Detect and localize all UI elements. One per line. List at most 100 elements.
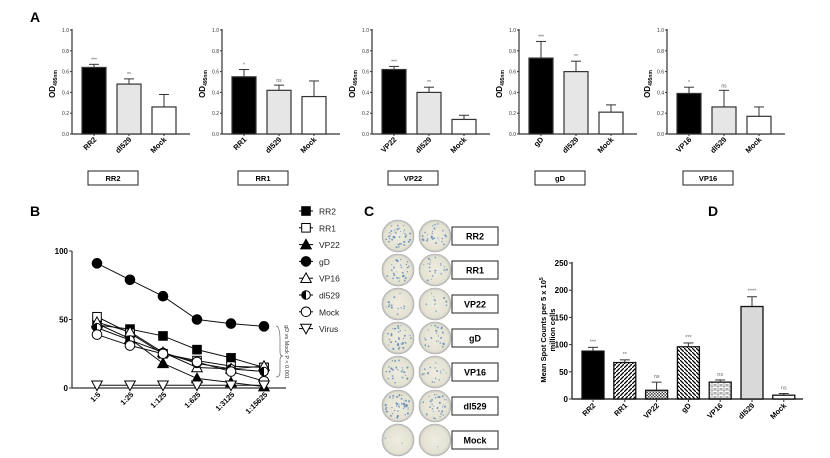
y-tick-label: 0.2 [362, 111, 369, 117]
spot [394, 360, 397, 362]
spot [439, 342, 442, 344]
bar-dl529 [711, 106, 737, 135]
spot [443, 269, 445, 271]
well [381, 287, 415, 321]
spot [392, 272, 395, 275]
spot [433, 296, 435, 298]
spot [384, 437, 386, 439]
spot [394, 327, 397, 330]
significance-label: * [243, 63, 245, 69]
well [381, 219, 415, 253]
spot [445, 235, 448, 238]
x-tick-label: 1:5 [88, 390, 102, 404]
spot [392, 397, 394, 399]
y-tick-label: 0.4 [657, 90, 664, 96]
spot [386, 275, 389, 277]
bar-dl529 [563, 70, 589, 135]
spot [388, 303, 391, 305]
spot [446, 268, 448, 271]
x-tick-label: 1:25 [118, 390, 135, 407]
spot [440, 264, 442, 266]
spot [426, 239, 429, 242]
spot [392, 277, 394, 280]
marker-half-fill [301, 290, 306, 300]
x-tick-label: Mock [595, 134, 616, 155]
well-row-vp16: VP16 [381, 355, 499, 389]
spot [428, 266, 431, 269]
series-rr2 [96, 324, 265, 368]
spot [430, 278, 432, 281]
x-tick-label: RR1 [612, 401, 629, 418]
spot [431, 232, 434, 235]
spot [432, 230, 434, 232]
spot [431, 381, 434, 383]
spot [401, 376, 404, 379]
y-tick-label: 0.8 [212, 49, 219, 55]
x-tick-label: 1:3125 [214, 390, 237, 413]
y-tick-label: 0.4 [509, 90, 516, 96]
spot [401, 442, 403, 444]
x-tick-label: dl529 [113, 135, 133, 155]
marker-circle-open [157, 348, 169, 360]
series-line [96, 324, 265, 368]
y-axis-label-main: OD [348, 86, 357, 98]
spot [445, 399, 447, 401]
spot [434, 396, 437, 399]
y-tick-label: 0.0 [362, 132, 369, 138]
marker-circle-open [191, 356, 203, 368]
spot [394, 229, 396, 231]
legend-item-vp16: VP16 [299, 271, 340, 284]
marker-circle-filled [191, 314, 203, 325]
spot [391, 377, 394, 380]
panel-label-d: D [708, 203, 718, 219]
spot [395, 366, 398, 369]
bar-dl529 [116, 83, 142, 135]
spot [427, 345, 430, 348]
spot [404, 399, 407, 402]
significance-label: ns [721, 83, 727, 89]
spot [437, 223, 439, 225]
x-tick-label: Mock [448, 134, 469, 155]
spot [403, 334, 406, 337]
spot [394, 381, 396, 384]
legend-item-rr2: RR2 [299, 206, 336, 217]
spot [400, 258, 402, 261]
spot [429, 400, 432, 403]
spot [434, 329, 437, 332]
spot [390, 304, 393, 307]
marker-half-fill [259, 367, 264, 376]
panel-label-a: A [30, 9, 40, 25]
marker-square-filled [158, 331, 168, 341]
spot [443, 404, 445, 406]
significance-label: *** [391, 59, 397, 65]
significance-label: *** [538, 34, 544, 40]
spot [396, 276, 398, 279]
legend-item-mock: Mock [299, 306, 340, 317]
y-tick-label: 1.0 [62, 28, 69, 34]
panel-a-chart-gd: 0.0 0.2 0.4 0.6 0.8 1.0 OD495nm *** gD ** dl529 Moc… [495, 28, 637, 186]
x-tick-label: VP16 [674, 135, 693, 154]
well-row-vp22: VP22 [381, 287, 499, 321]
well [418, 423, 452, 457]
spot [395, 246, 398, 249]
spot [400, 230, 402, 232]
spot [385, 238, 388, 241]
spot [409, 334, 411, 337]
well-label-box [451, 226, 499, 246]
spot [444, 269, 446, 271]
spot [393, 266, 395, 269]
spot [398, 246, 400, 248]
spot [445, 300, 448, 303]
spot [398, 243, 401, 245]
spot [404, 276, 407, 279]
spot [397, 327, 400, 330]
y-tick-label: 0.0 [212, 132, 219, 138]
spot [396, 224, 399, 227]
spot [391, 406, 393, 409]
spot [384, 408, 387, 411]
x-tick-label: RR2 [81, 135, 98, 152]
bar-gd [528, 57, 554, 135]
y-tick-label: 0.4 [362, 90, 369, 96]
panel-c-elispot-wells: RR2 RR1 VP22 gD VP16 dl529 Mock [381, 219, 499, 457]
spot [433, 227, 436, 230]
